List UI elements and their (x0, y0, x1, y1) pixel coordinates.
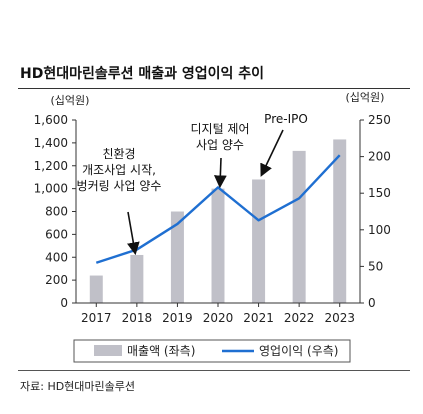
bar-2023 (333, 139, 347, 303)
annotation-1-arrow (127, 211, 140, 256)
source-rule (18, 370, 410, 371)
legend-box (73, 339, 351, 363)
left-tick-label: 600 (45, 227, 68, 241)
x-tick-label: 2018 (122, 311, 153, 325)
right-tick-label: 200 (368, 150, 391, 164)
x-tick-label: 2019 (162, 311, 193, 325)
left-tick-label: 800 (45, 205, 68, 219)
legend-bar-swatch (94, 345, 122, 356)
x-tick-label: 2021 (243, 311, 274, 325)
x-tick-label: 2020 (203, 311, 234, 325)
title-rule (18, 88, 410, 89)
left-tick-label: 400 (45, 250, 68, 264)
annotation-2-arrow (213, 157, 227, 189)
right-tick-label: 250 (368, 113, 391, 127)
bar-2018 (130, 254, 144, 303)
source-note: 자료: HD현대마린솔루션 (20, 380, 136, 393)
bar-2022 (292, 150, 306, 303)
annotation-1-line-3: 벙커링 사업 양수 (77, 179, 162, 193)
right-tick-label: 100 (368, 223, 391, 237)
right-tick-label: 0 (368, 296, 376, 310)
left-tick-label: 1,600 (34, 113, 68, 127)
legend-label-revenue: 매출액 (좌측) (127, 344, 195, 358)
right-tick-label: 50 (368, 259, 383, 273)
x-tick-label: 2023 (324, 311, 355, 325)
annotation-1-line-2: 개조사업 시작, (82, 163, 156, 177)
x-tick-label: 2017 (81, 311, 112, 325)
legend: 매출액 (좌측) 영업이익 (우측) (73, 339, 351, 363)
x-tick-label: 2022 (284, 311, 315, 325)
legend-label-operating-profit: 영업이익 (우측) (259, 344, 338, 358)
chart-title: HD현대마린솔루션 매출과 영업이익 추이 (20, 66, 265, 82)
bar-2021 (252, 179, 266, 303)
left-tick-label: 1,200 (34, 159, 68, 173)
bar-2019 (170, 211, 184, 303)
left-tick-label: 0 (60, 296, 68, 310)
annotation-3-line-1: Pre-IPO (264, 112, 308, 126)
bar-2020 (211, 188, 225, 303)
annotation-2-line-1: 디지털 제어 (190, 122, 249, 136)
right-axis-unit: (십억원) (346, 91, 385, 104)
annotation-3-arrow (260, 129, 284, 177)
left-axis-unit: (십억원) (51, 94, 90, 107)
bar-2017 (89, 275, 103, 303)
left-tick-label: 1,000 (34, 182, 68, 196)
left-tick-label: 200 (45, 273, 68, 287)
right-tick-label: 150 (368, 186, 391, 200)
annotation-2-line-2: 사업 양수 (196, 138, 244, 152)
bars-layer (89, 139, 347, 303)
axis-layer: 0 200 400 600 800 1,000 1,200 1,400 1,600 0 50 100 1… (34, 113, 391, 325)
annotation-1-line-1: 친환경 (102, 147, 135, 161)
left-tick-label: 1,400 (34, 136, 68, 150)
